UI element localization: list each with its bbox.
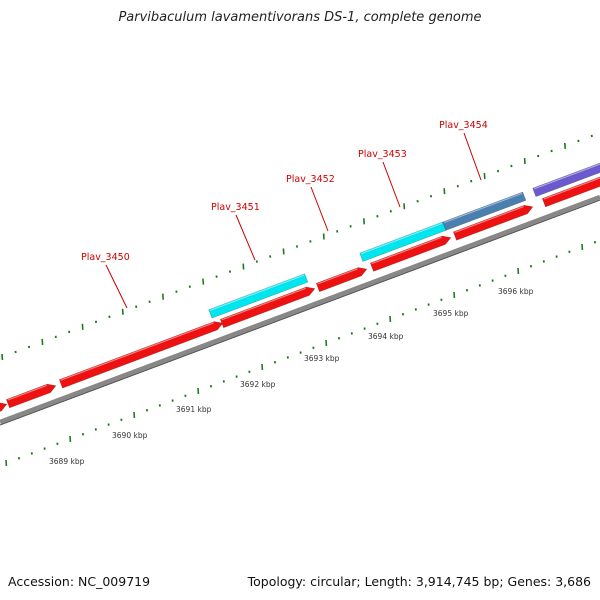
gene-label-group: Plav_3450 Plav_3451 Plav_3452 Plav_3453 … — [81, 120, 488, 263]
kbp-label: 3695 kbp — [433, 309, 469, 318]
kbp-label: 3694 kbp — [368, 332, 404, 341]
leader-line — [310, 186, 329, 232]
gene-arrow-highlight — [454, 206, 524, 234]
leader-line — [463, 132, 482, 181]
purple-feature-highlight — [533, 163, 600, 190]
genome-backbone-shadow — [0, 199, 600, 426]
kbp-label: 3689 kbp — [49, 457, 85, 466]
gene-label[interactable]: Plav_3453 — [358, 149, 407, 160]
gene-arrow[interactable] — [369, 235, 452, 272]
genome-backbone — [0, 194, 600, 425]
inner-tick-row — [5, 240, 597, 467]
gene-label[interactable]: Plav_3454 — [439, 120, 488, 131]
outer-tick-row — [1, 134, 593, 361]
kbp-label-group: 3689 kbp 3690 kbp 3691 kbp 3692 kbp 3693… — [49, 287, 534, 466]
kbp-label: 3692 kbp — [240, 380, 276, 389]
gene-arrow-highlight — [7, 384, 47, 401]
gene-arrow[interactable] — [58, 321, 224, 389]
genome-summary-text: Topology: circular; Length: 3,914,745 bp… — [247, 574, 591, 589]
map-title: Parvibaculum lavamentivorans DS-1, compl… — [118, 10, 482, 25]
backbone-group — [0, 194, 600, 426]
cyan-feature[interactable] — [208, 273, 309, 319]
kbp-label: 3693 kbp — [304, 354, 340, 363]
kbp-label: 3691 kbp — [176, 405, 212, 414]
gene-arrow-highlight — [221, 287, 306, 321]
gene-arrow[interactable] — [219, 286, 316, 329]
cyan-feature-highlight — [209, 274, 305, 311]
kbp-label: 3690 kbp — [112, 431, 148, 440]
gene-arrow[interactable] — [315, 267, 368, 293]
steel-feature-highlight — [443, 192, 523, 224]
gene-arrow[interactable] — [452, 204, 534, 241]
gene-label[interactable]: Plav_3450 — [81, 252, 130, 263]
steel-feature[interactable] — [442, 191, 527, 231]
gene-arrow[interactable] — [0, 402, 8, 422]
gene-arrow-highlight — [543, 177, 600, 200]
cyan-feature-highlight — [360, 222, 443, 255]
gene-label[interactable]: Plav_3451 — [211, 202, 260, 213]
gene-label[interactable]: Plav_3452 — [286, 174, 335, 185]
leader-line — [235, 214, 256, 261]
label-leader-lines — [105, 132, 482, 309]
gene-arrow-highlight — [371, 236, 442, 265]
gene-arrow[interactable] — [541, 176, 600, 208]
gene-arrow-highlight — [60, 322, 214, 381]
accession-text: Accession: NC_009719 — [8, 574, 151, 589]
feature-group — [0, 161, 600, 422]
kbp-label: 3696 kbp — [498, 287, 534, 296]
leader-line — [105, 264, 128, 309]
gene-arrow[interactable] — [5, 383, 57, 409]
gene-arrow-highlight — [317, 268, 358, 285]
leader-line — [382, 161, 401, 208]
purple-feature[interactable] — [532, 161, 600, 197]
